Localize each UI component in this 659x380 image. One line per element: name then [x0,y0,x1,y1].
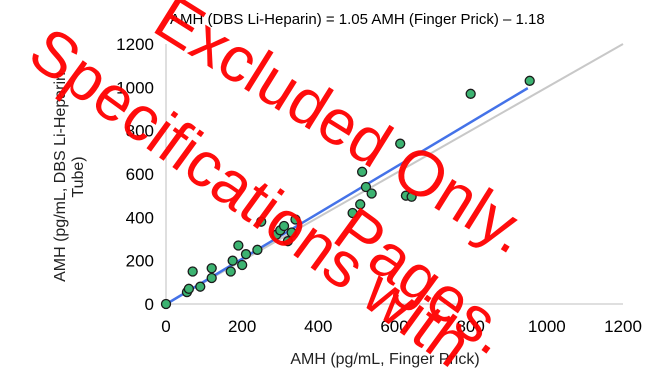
x-tick-label: 1200 [604,317,642,336]
x-tick-label: 200 [228,317,256,336]
data-point [278,220,290,232]
data-point [286,227,297,238]
y-tick-label: 400 [126,208,154,227]
data-point [206,272,217,284]
data-point [206,263,217,274]
regression-line [165,87,529,306]
axes [165,44,623,305]
x-tick-label: 400 [304,317,332,336]
tick-labels: 0 200 400 600 800 1000 1200 0 200 400 600 800 1000 12… [116,35,642,336]
data-point [366,188,377,199]
data-point [252,244,263,255]
data-points [160,75,535,310]
x-tick-label: 1000 [528,317,566,336]
data-point [227,255,238,266]
data-point [240,249,252,260]
x-tick-label: 0 [161,317,170,336]
x-tick-label: 600 [380,317,408,336]
y-axis-title-line-1: AMH (pg/mL, DBS Li-Heparin [52,72,69,282]
data-point [256,216,267,227]
data-point [237,259,248,271]
data-point [406,191,417,202]
x-axis-title: AMH (pg/mL, Finger Prick) [290,351,479,368]
fit-line-layer [165,87,529,306]
data-point [524,75,535,86]
data-point [225,266,236,277]
watermark: Excluded Only. Specifications with Pages… [17,0,542,380]
y-tick-label: 1000 [116,78,154,97]
data-point [290,214,301,225]
data-point [160,298,172,310]
data-point [282,236,294,247]
data-point [360,181,372,193]
data-point [347,207,358,219]
data-point [195,281,206,292]
chart-title: AMH (DBS Li-Heparin) = 1.05 AMH (Finger … [170,11,545,28]
x-tick-label: 800 [456,317,484,336]
y-tick-label: 600 [126,165,154,184]
y-tick-label: 800 [126,122,154,141]
y-tick-label: 0 [145,295,154,314]
data-point [187,266,198,277]
y-tick-label: 1200 [116,35,154,54]
y-axis-title-group: AMH (pg/mL, DBS Li-Heparin Tube) [52,72,87,282]
data-point [233,240,244,251]
y-axis-title-line-2: Tube) [70,156,87,197]
y-tick-label: 200 [126,252,154,271]
data-point [465,88,476,99]
data-point [183,283,195,294]
data-point [395,138,406,149]
data-point [356,166,368,177]
data-point [355,199,366,210]
